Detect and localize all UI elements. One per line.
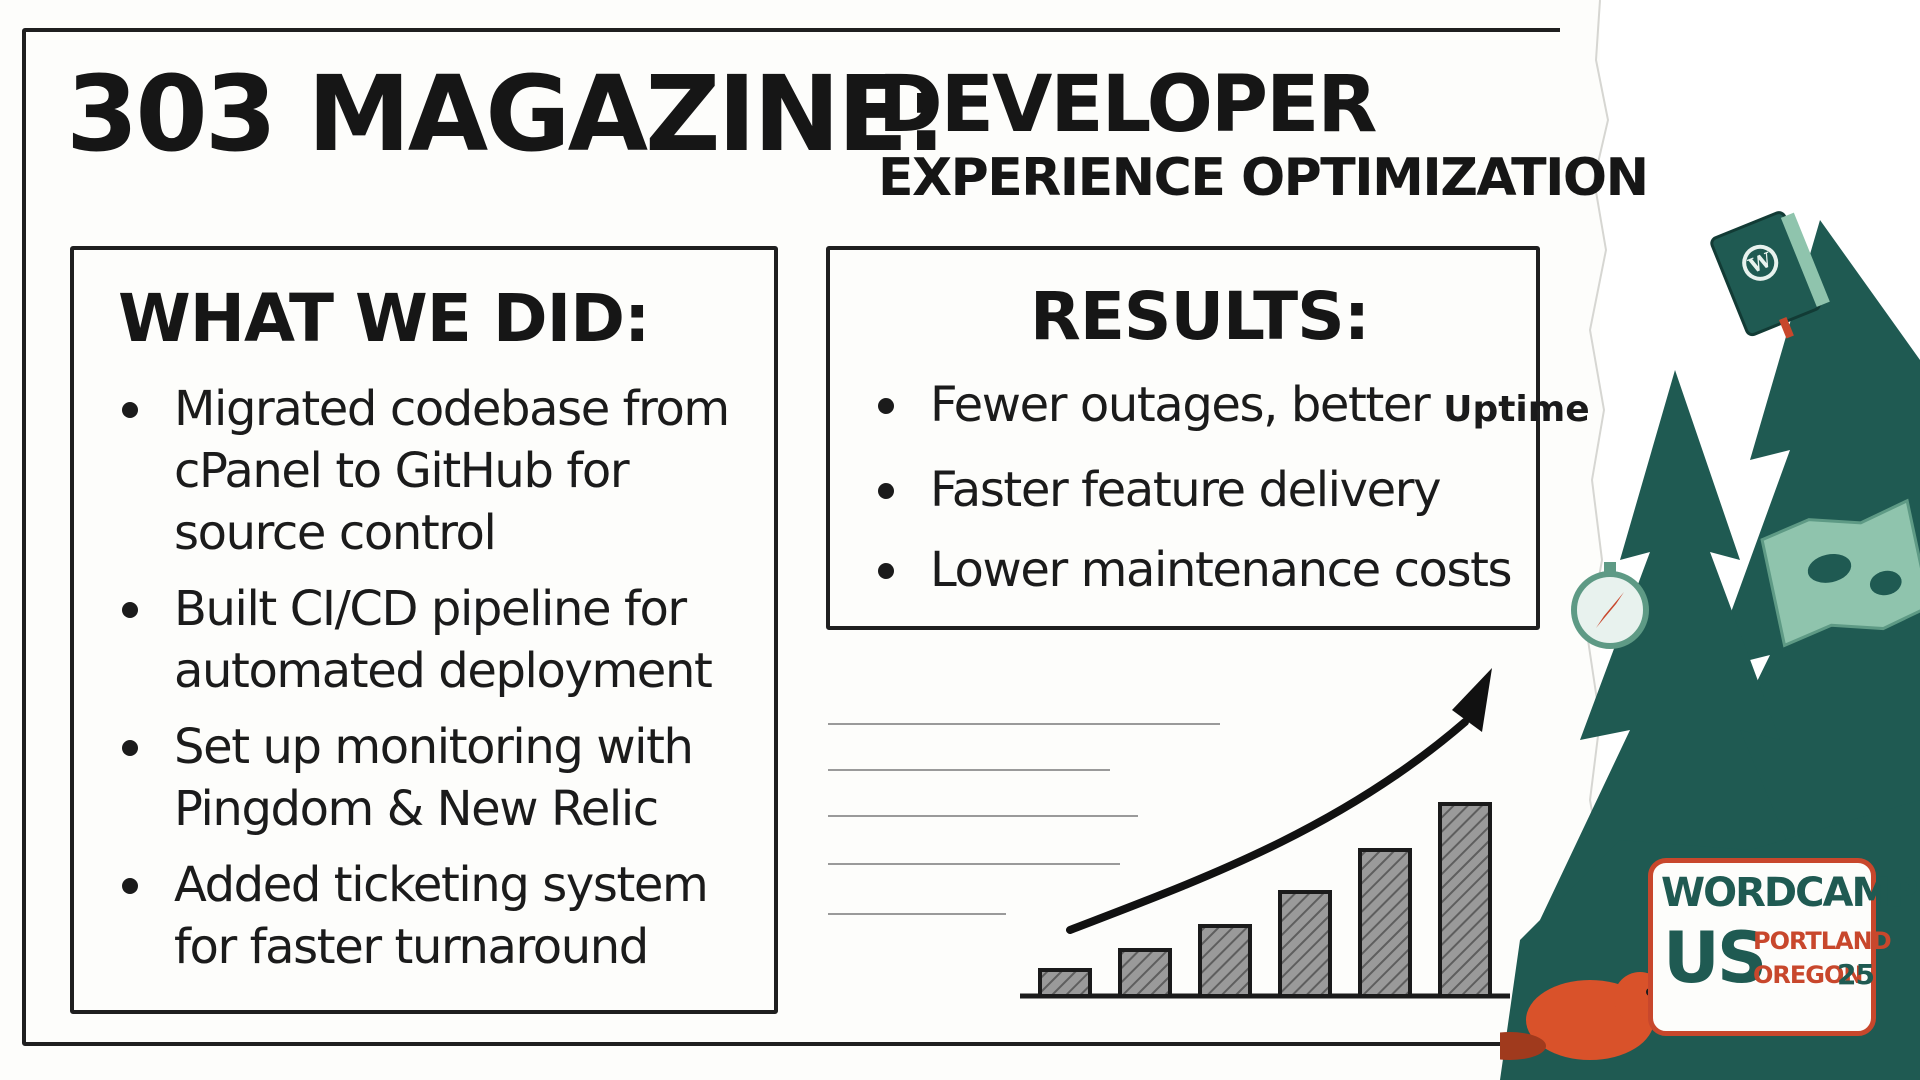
results-list: Fewer outages, better Uptime Faster feat… <box>870 374 1590 619</box>
list-item: Set up monitoring with Pingdom & New Rel… <box>114 716 754 840</box>
wordpress-book-icon: W <box>1710 211 1830 339</box>
growth-chart-icon <box>828 668 1510 999</box>
uptime-label: Uptime <box>1443 389 1590 430</box>
chart-bar <box>1358 848 1412 998</box>
what-we-did-list: Migrated codebase from cPanel to GitHub … <box>114 378 754 992</box>
list-item: Added ticketing system for faster turnar… <box>114 854 754 978</box>
badge-city: PORTLAND <box>1753 927 1892 955</box>
list-item: Faster feature delivery <box>870 459 1550 521</box>
slide-title: 303 MAGAZINE: <box>66 53 947 175</box>
slide-paper <box>0 0 1600 1080</box>
map-icon <box>1760 498 1920 648</box>
wordcamp-badge: WORDCAMP US PORTLAND OREGON 25 <box>1648 858 1919 1036</box>
result-text: Fewer outages, better <box>930 377 1431 433</box>
chart-placeholder-lines <box>828 723 1220 915</box>
chart-bar <box>1038 968 1092 998</box>
chart-bar <box>1198 924 1252 998</box>
list-item: Fewer outages, better Uptime <box>870 374 1590 441</box>
badge-state: OREGON <box>1753 961 1863 989</box>
list-item: Lower maintenance costs <box>870 539 1550 601</box>
what-we-did-heading: WHAT WE DID: <box>118 280 650 357</box>
slide-subtitle-line1: DEVELOPER <box>878 60 1377 150</box>
results-heading: RESULTS: <box>1030 278 1370 355</box>
badge-year: 25 <box>1837 958 1875 991</box>
compass-icon <box>1571 562 1649 649</box>
badge-line1: WORDCAMP <box>1661 870 1919 916</box>
list-item: Built CI/CD pipeline for automated deplo… <box>114 578 754 702</box>
list-item: Migrated codebase from cPanel to GitHub … <box>114 378 754 564</box>
chart-bar <box>1278 890 1332 998</box>
chart-bar <box>1438 802 1492 998</box>
results-box: RESULTS: Fewer outages, better Uptime Fa… <box>826 246 1590 630</box>
trend-arrow-line <box>1066 718 1469 934</box>
badge-line2: US <box>1663 917 1767 999</box>
what-we-did-box: WHAT WE DID: Migrated codebase from cPan… <box>70 246 778 1014</box>
slide-subtitle-line2: EXPERIENCE OPTIMIZATION <box>878 148 1649 208</box>
trend-arrow-head <box>1452 668 1492 732</box>
chart-bar <box>1118 948 1172 998</box>
